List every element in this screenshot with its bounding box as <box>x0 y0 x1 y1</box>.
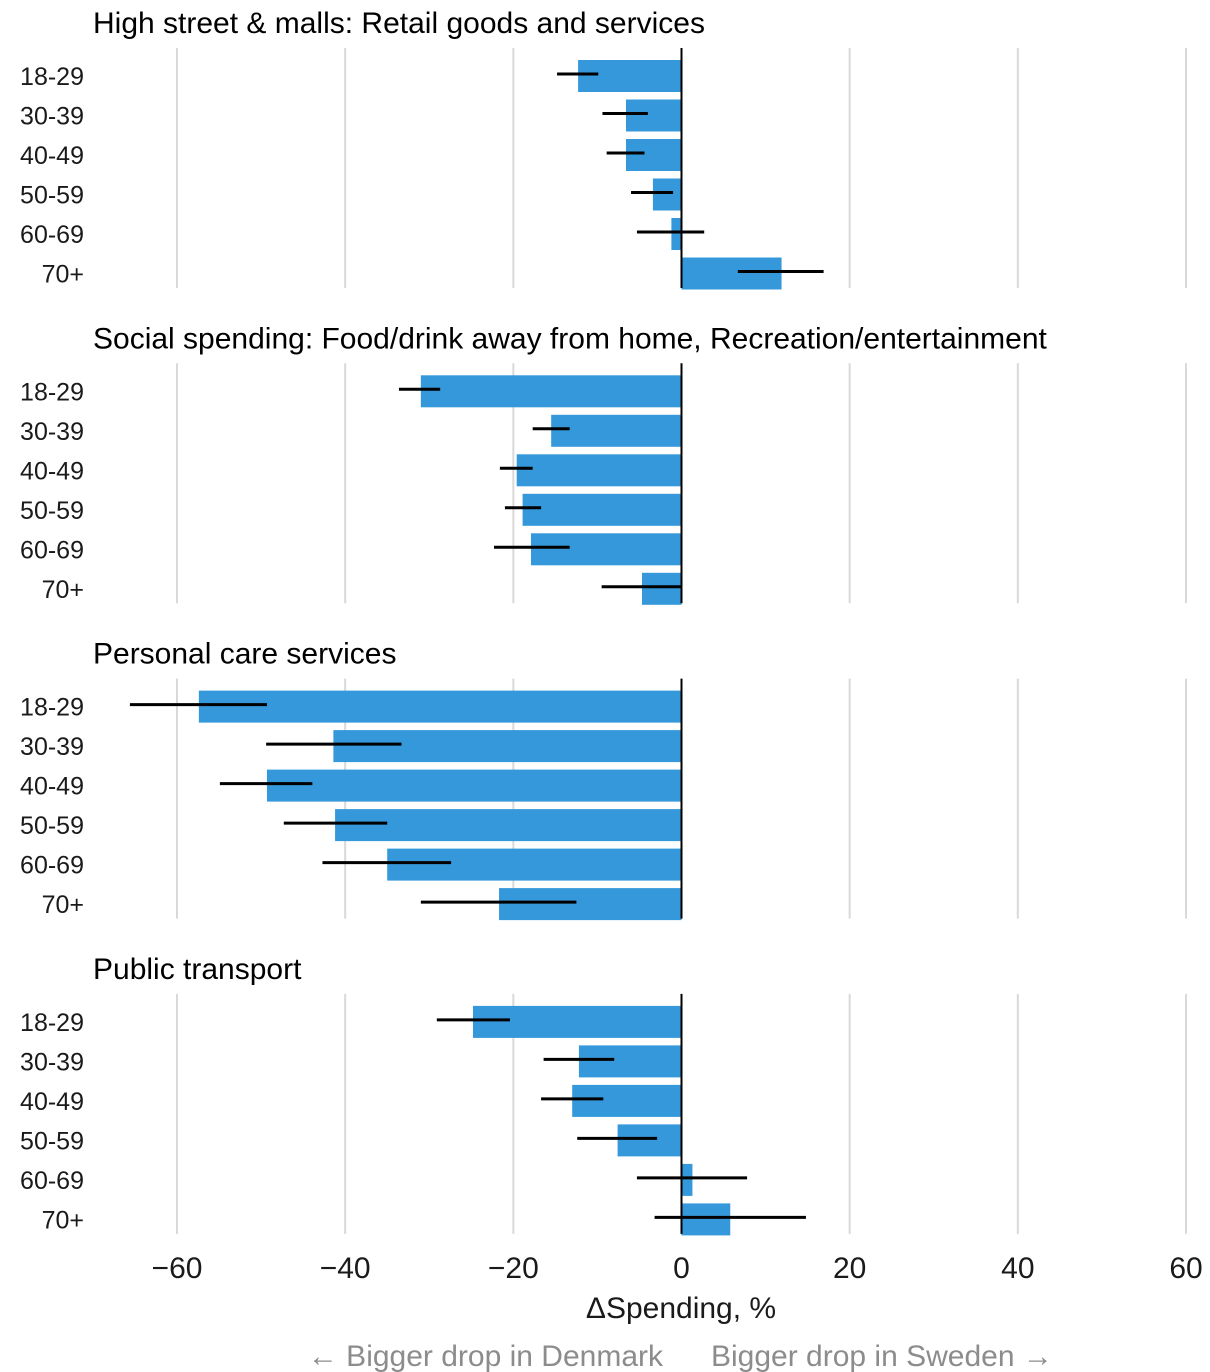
category-label: 30-39 <box>20 1048 84 1076</box>
category-label: 70+ <box>42 576 84 604</box>
category-label: 60-69 <box>20 1167 84 1195</box>
bar <box>626 99 682 132</box>
bar <box>516 454 682 487</box>
bar <box>681 1203 731 1236</box>
category-label: 70+ <box>42 891 84 919</box>
category-label: 40-49 <box>20 457 84 485</box>
category-label: 30-39 <box>20 103 84 131</box>
panel-1: High street & malls: Retail goods and se… <box>20 7 1187 290</box>
panel-title: Social spending: Food/drink away from ho… <box>93 322 1047 355</box>
annotation-sweden: Bigger drop in Sweden → <box>711 1340 1053 1372</box>
category-label: 60-69 <box>20 852 84 880</box>
category-label: 70+ <box>42 1206 84 1234</box>
bar <box>671 218 682 250</box>
category-label: 40-49 <box>20 773 84 801</box>
bar <box>626 139 682 171</box>
x-tick-label: 0 <box>673 1252 690 1285</box>
x-tick-label: 20 <box>833 1252 866 1285</box>
x-tick-label: −40 <box>320 1252 371 1285</box>
category-label: 40-49 <box>20 142 84 170</box>
bar <box>335 809 682 842</box>
panel-title: Public transport <box>93 953 302 986</box>
bar <box>420 375 682 408</box>
category-label: 30-39 <box>20 418 84 446</box>
panel-title: Personal care services <box>93 638 396 671</box>
x-tick-label: 40 <box>1001 1252 1034 1285</box>
category-label: 30-39 <box>20 733 84 761</box>
panel-4: Public transport 18-29 30-39 40-49 50-59 60-6… <box>20 953 1187 1236</box>
x-tick-label: −60 <box>152 1252 203 1285</box>
category-label: 50-59 <box>20 1127 84 1155</box>
category-label: 60-69 <box>20 221 84 249</box>
bar <box>198 690 682 723</box>
category-label: 70+ <box>42 261 84 289</box>
bar <box>617 1124 682 1157</box>
x-tick-label: −20 <box>488 1252 539 1285</box>
category-label: 40-49 <box>20 1088 84 1116</box>
bar <box>472 1005 682 1038</box>
bar <box>681 1163 693 1196</box>
bar <box>572 1084 682 1117</box>
bar <box>522 493 682 526</box>
bar <box>578 60 682 92</box>
x-axis: −60 −40 −20 0 20 40 60 <box>152 1252 1203 1285</box>
category-label: 50-59 <box>20 182 84 210</box>
bar <box>499 888 682 921</box>
panel-title: High street & malls: Retail goods and se… <box>93 7 705 40</box>
category-label: 50-59 <box>20 497 84 525</box>
bar <box>652 178 682 211</box>
bar <box>578 1045 682 1078</box>
category-label: 60-69 <box>20 536 84 564</box>
bar <box>681 257 782 290</box>
bar <box>530 533 682 566</box>
category-label: 18-29 <box>20 694 84 722</box>
panel-2: Social spending: Food/drink away from ho… <box>20 322 1187 605</box>
panel-3: Personal care services 18-29 30-39 40-49 50-… <box>20 638 1187 921</box>
category-label: 18-29 <box>20 378 84 406</box>
bar <box>333 730 682 763</box>
category-label: 50-59 <box>20 812 84 840</box>
category-label: 18-29 <box>20 63 84 91</box>
bar <box>641 572 682 605</box>
bar <box>266 769 682 802</box>
x-tick-label: 60 <box>1169 1252 1202 1285</box>
bar <box>387 848 682 881</box>
annotation-denmark: ← Bigger drop in Denmark <box>308 1340 664 1372</box>
bar <box>551 414 682 447</box>
x-axis-label: ΔSpending, % <box>586 1292 776 1325</box>
chart-panels: High street & malls: Retail goods and se… <box>20 7 1187 1236</box>
category-label: 18-29 <box>20 1009 84 1037</box>
